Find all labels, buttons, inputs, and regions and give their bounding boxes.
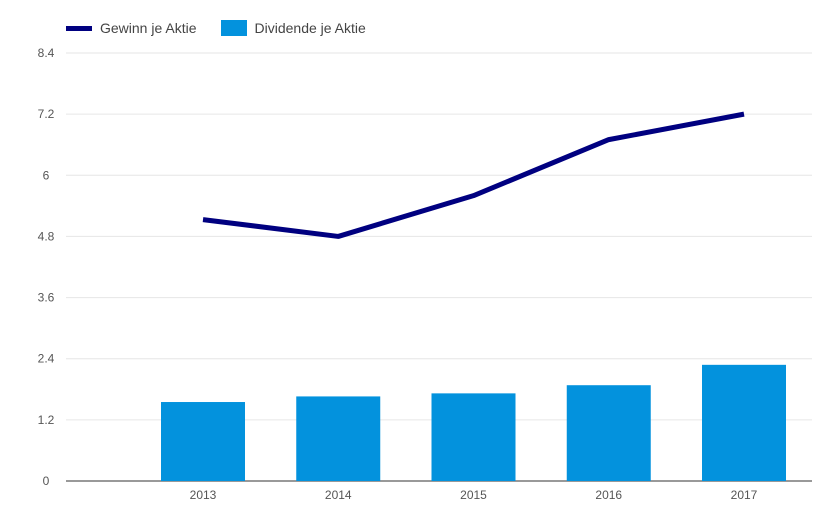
y-tick-label: 2.4 (38, 352, 55, 366)
legend-label-gewinn: Gewinn je Aktie (100, 20, 197, 36)
x-tick-label: 2014 (325, 488, 352, 502)
bar-dividende (566, 385, 651, 481)
bar-dividende (431, 393, 516, 481)
y-tick-label: 3.6 (38, 291, 55, 305)
y-tick-label: 0 (43, 474, 50, 488)
legend-swatch-gewinn (66, 25, 92, 31)
legend-swatch-dividende (220, 20, 247, 36)
x-tick-label: 2013 (190, 488, 217, 502)
y-tick-label: 8.4 (38, 46, 55, 60)
y-tick-label: 4.8 (38, 229, 55, 243)
legend-label-dividende: Dividende je Aktie (254, 20, 366, 36)
bar-dividende (702, 364, 786, 481)
bar-dividende (161, 402, 245, 481)
legend: Gewinn je Aktie Dividende je Aktie (66, 20, 390, 36)
legend-item-gewinn: Gewinn je Aktie (66, 20, 197, 36)
x-tick-label: 2016 (595, 488, 622, 502)
legend-item-dividende: Dividende je Aktie (220, 20, 366, 36)
x-tick-label: 2015 (460, 488, 487, 502)
y-tick-label: 6 (43, 168, 50, 182)
y-tick-label: 1.2 (38, 413, 55, 427)
x-tick-label: 2017 (731, 488, 758, 502)
bar-dividende (296, 396, 381, 481)
y-tick-label: 7.2 (38, 107, 55, 121)
